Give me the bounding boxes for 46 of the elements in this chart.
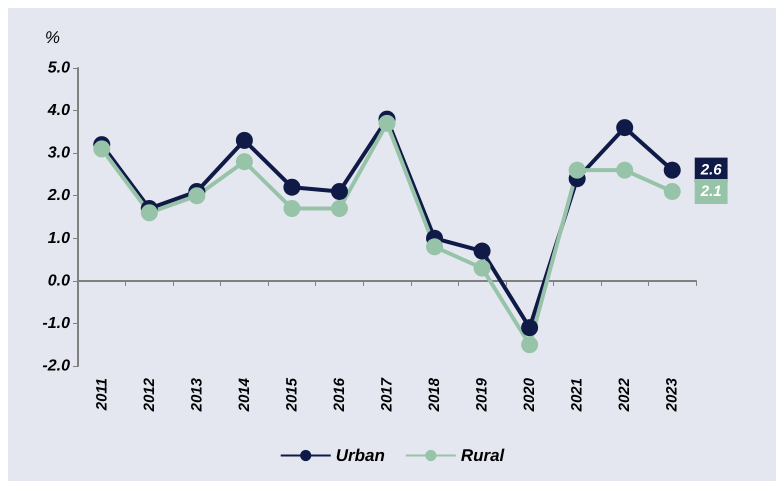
legend-label: Urban: [336, 446, 385, 465]
point: [474, 260, 491, 277]
y-tick-label: 0.0: [48, 272, 70, 290]
point: [521, 336, 538, 354]
x-tick-label: 2011: [93, 378, 110, 412]
point: [568, 162, 586, 179]
x-tick-label: 2012: [140, 377, 158, 412]
x-tick-label: 2014: [236, 377, 253, 412]
y-tick-label: -2.0: [42, 358, 70, 374]
point: [378, 114, 396, 132]
point: [616, 119, 634, 136]
point: [236, 132, 253, 149]
x-tick-label: 2021: [568, 378, 586, 412]
point: [426, 238, 444, 256]
point: [664, 162, 681, 179]
point: [283, 200, 300, 217]
point: [330, 200, 348, 217]
x-tick-label: 2015: [283, 377, 300, 412]
y-tick-label: 5.0: [48, 60, 70, 76]
point: [474, 242, 491, 260]
point: [283, 178, 300, 196]
x-tick-label: 2022: [616, 377, 634, 412]
point: [330, 182, 348, 200]
y-tick-label: 3.0: [48, 144, 70, 162]
data-label: 2.6: [700, 162, 722, 179]
y-tick-label: 4.0: [46, 102, 70, 120]
point: [521, 319, 538, 336]
x-tick-label: 2017: [378, 377, 396, 412]
point: [664, 182, 681, 200]
point: [236, 153, 253, 170]
point: [93, 140, 110, 158]
point: [616, 162, 634, 179]
data-label: 2.1: [700, 182, 722, 200]
point: [188, 187, 206, 204]
legend-label: Rural: [460, 446, 506, 465]
y-tick-label: 1.0: [48, 230, 70, 247]
point: [140, 204, 158, 222]
x-tick-label: 2013: [188, 377, 206, 412]
x-tick-label: 2019: [474, 377, 491, 412]
x-tick-label: 2016: [330, 377, 348, 412]
y-axis-title: %: [44, 28, 60, 47]
y-tick-label: 2.0: [46, 187, 70, 204]
y-tick-label: -1.0: [42, 314, 70, 332]
x-tick-label: 2023: [664, 377, 681, 412]
x-tick-label: 2018: [426, 377, 444, 412]
x-tick-label: 2020: [521, 377, 538, 412]
